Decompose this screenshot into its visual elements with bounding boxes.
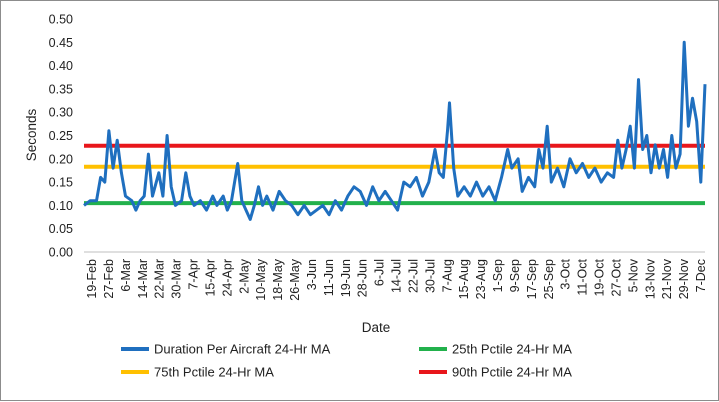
x-tick-label: 17-Sep <box>525 259 539 299</box>
x-tick-label: 9-Sep <box>508 259 522 292</box>
y-tick-label: 0.25 <box>49 129 73 143</box>
y-tick-label: 0.30 <box>49 106 73 120</box>
x-tick-label: 30-Jul <box>423 259 437 293</box>
y-tick-label: 0.20 <box>49 152 73 166</box>
x-tick-label: 1-Sep <box>491 259 505 292</box>
x-tick-label: 19-Oct <box>593 258 607 296</box>
x-tick-label: 18-May <box>271 258 285 300</box>
x-axis-label: Date <box>362 320 391 335</box>
y-tick-label: 0.45 <box>49 36 73 50</box>
series-layer <box>83 40 707 221</box>
x-tick-label: 3-Oct <box>559 258 573 289</box>
x-tick-label: 2-May <box>237 258 251 293</box>
x-tick-label: 27-Feb <box>102 259 116 299</box>
x-tick-label: 21-Nov <box>660 258 674 299</box>
legend-label: 25th Pctile 24-Hr MA <box>452 342 572 357</box>
legend-label: Duration Per Aircraft 24-Hr MA <box>154 342 331 357</box>
y-axis-ticks: 0.00 0.05 0.10 0.15 0.20 0.25 0.30 0.35 0.40 0.45… <box>49 13 73 260</box>
x-tick-label: 11-Oct <box>576 258 590 295</box>
legend: Duration Per Aircraft 24-Hr MA 25th Pctil… <box>121 342 572 380</box>
y-tick-label: 0.50 <box>49 13 73 27</box>
legend-label: 75th Pctile 24-Hr MA <box>154 365 274 380</box>
x-tick-label: 10-May <box>254 258 268 300</box>
x-tick-label: 27-Oct <box>609 258 623 296</box>
x-tick-label: 19-Jun <box>339 259 353 297</box>
x-tick-label: 11-Jun <box>322 259 336 296</box>
y-axis-label: Seconds <box>24 108 39 161</box>
x-tick-label: 6-Mar <box>119 259 133 292</box>
y-tick-label: 0.35 <box>49 82 73 96</box>
legend-label: 90th Pctile 24-Hr MA <box>452 365 572 380</box>
x-tick-label: 14-Mar <box>136 259 150 299</box>
x-tick-label: 14-Jul <box>390 259 404 293</box>
x-axis-ticks: 19-Feb 27-Feb 6-Mar 14-Mar 22-Mar 30-Mar 7-Apr… <box>85 258 708 300</box>
x-tick-label: 26-May <box>288 258 302 300</box>
y-tick-label: 0.05 <box>49 222 73 236</box>
x-tick-label: 6-Jul <box>373 259 387 286</box>
x-tick-label: 22-Mar <box>153 259 167 299</box>
x-tick-label: 15-Aug <box>457 259 471 299</box>
x-tick-label: 7-Aug <box>440 259 454 292</box>
x-tick-label: 24-Apr <box>220 259 234 297</box>
x-tick-label: 19-Feb <box>85 259 99 299</box>
x-tick-label: 28-Jun <box>356 259 370 297</box>
series-line-0 <box>83 40 707 221</box>
x-tick-label: 7-Apr <box>187 259 201 290</box>
x-tick-label: 15-Apr <box>203 259 217 297</box>
y-tick-label: 0.40 <box>49 59 73 73</box>
x-tick-label: 13-Nov <box>643 258 657 299</box>
x-tick-label: 22-Jul <box>406 259 420 293</box>
x-tick-label: 3-Jun <box>305 259 319 290</box>
x-tick-label: 7-Dec <box>694 259 708 292</box>
y-tick-label: 0.10 <box>49 199 73 213</box>
y-tick-label: 0.15 <box>49 176 73 190</box>
y-tick-label: 0.00 <box>49 246 73 260</box>
x-tick-label: 5-Nov <box>626 258 640 292</box>
x-tick-label: 23-Aug <box>474 259 488 299</box>
x-tick-label: 30-Mar <box>170 259 184 299</box>
x-tick-label: 29-Nov <box>677 258 691 299</box>
x-tick-label: 25-Sep <box>542 259 556 299</box>
